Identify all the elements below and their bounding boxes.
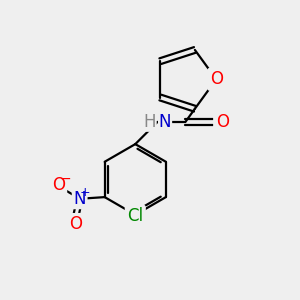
Text: H: H [143,113,156,131]
Text: O: O [52,176,65,194]
Text: O: O [210,70,223,88]
Text: O: O [216,113,229,131]
Text: O: O [69,214,82,232]
Text: N: N [159,113,171,131]
Text: Cl: Cl [127,207,143,225]
Text: −: − [60,172,71,186]
Text: N: N [74,190,86,208]
Text: +: + [80,186,90,199]
